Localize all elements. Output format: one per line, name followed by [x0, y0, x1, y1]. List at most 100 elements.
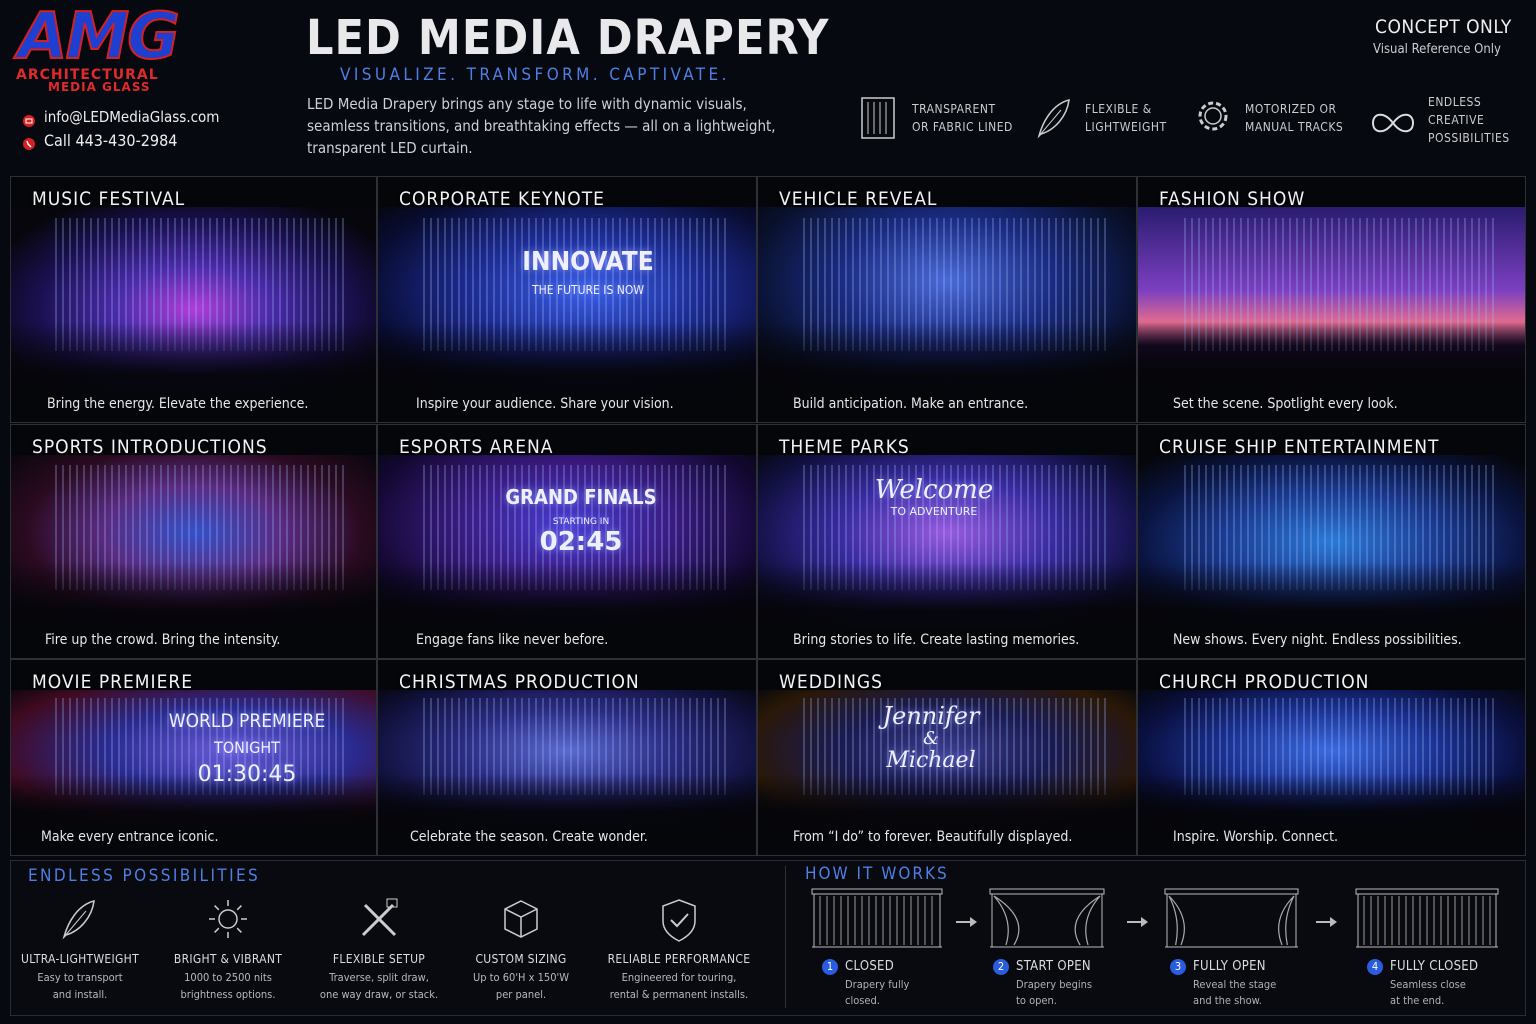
screen-text: INNOVATE	[522, 247, 654, 277]
scenario-tile: VEHICLE REVEAL Build anticipation. Make a…	[757, 176, 1137, 423]
possibility-text: Easy to transport	[37, 971, 123, 984]
possibility-text: and install.	[52, 988, 108, 1001]
screen-text: Jennifer	[882, 702, 980, 730]
feature-icon	[1193, 96, 1233, 140]
scene-image	[378, 207, 756, 392]
scene-image	[11, 207, 376, 392]
possibility-title: BRIGHT & VIBRANT	[173, 952, 283, 966]
step-text: closed.	[845, 994, 880, 1007]
possibility-text: Traverse, split draw,	[329, 971, 429, 984]
tile-title: CHURCH PRODUCTION	[1159, 671, 1370, 693]
tile-title: ESPORTS ARENA	[399, 436, 554, 458]
scenario-tile: SPORTS INTRODUCTIONS Fire up the crowd. B…	[10, 424, 377, 659]
possibility-text: per panel.	[495, 988, 547, 1001]
audience	[378, 562, 756, 628]
tile-title: MUSIC FESTIVAL	[32, 188, 186, 210]
scene-image	[1138, 455, 1525, 628]
possibility-text: Up to 60'H x 150'W	[472, 971, 570, 984]
screen-text: Michael	[886, 748, 976, 773]
feature-label: POSSIBILITIES	[1428, 131, 1510, 145]
feature-label: TRANSPARENT	[912, 102, 996, 116]
possibility-icon	[499, 897, 543, 945]
title: LED MEDIA DRAPERY	[306, 10, 830, 66]
curtain-diagram	[1164, 888, 1299, 953]
step-text: and the show.	[1193, 994, 1262, 1007]
step-text: to open.	[1016, 994, 1057, 1007]
description-line: seamless transitions, and breathtaking e…	[307, 117, 776, 135]
possibility-text: Engineered for touring,	[621, 971, 737, 984]
tagline: VISUALIZE. TRANSFORM. CAPTIVATE.	[340, 65, 730, 85]
possibility-title: FLEXIBLE SETUP	[332, 952, 426, 966]
screen-text: STARTING IN	[552, 517, 610, 527]
feature-icon	[860, 96, 896, 144]
logo: AMG	[17, 0, 181, 75]
possibility-text: one way draw, or stack.	[319, 988, 439, 1001]
curtain-diagram	[989, 888, 1105, 953]
tile-title: CHRISTMAS PRODUCTION	[399, 671, 640, 693]
feature-label: ENDLESS	[1428, 95, 1482, 109]
tile-caption: Inspire. Worship. Connect.	[1173, 829, 1339, 845]
curtain-diagram	[1355, 888, 1499, 953]
screen-text: 02:45	[539, 527, 623, 557]
possibility-icon	[206, 897, 250, 945]
description-line: LED Media Drapery brings any stage to li…	[307, 95, 747, 113]
scenario-tile: CRUISE SHIP ENTERTAINMENT New shows. Ever…	[1137, 424, 1526, 659]
step-arrow	[1316, 913, 1338, 932]
step-title: START OPEN	[1016, 959, 1091, 974]
tile-title: THEME PARKS	[779, 436, 910, 458]
scene-image	[378, 455, 756, 628]
tile-title: CRUISE SHIP ENTERTAINMENT	[1159, 436, 1440, 458]
audience	[11, 321, 376, 392]
possibility-icon	[58, 897, 98, 945]
step-title: CLOSED	[845, 959, 895, 974]
screen-text: 01:30:45	[197, 762, 297, 787]
tile-caption: Bring stories to life. Create lasting me…	[793, 632, 1080, 648]
email-icon	[23, 112, 35, 127]
tile-caption: New shows. Every night. Endless possibil…	[1173, 632, 1462, 648]
scene-image	[758, 455, 1136, 628]
scenario-tile: THEME PARKS Bring stories to life. Create…	[757, 424, 1137, 659]
step-text: at the end.	[1390, 994, 1445, 1007]
scenario-tile: MOVIE PREMIERE Make every entrance iconic…	[10, 659, 377, 856]
feature-icon	[1370, 111, 1416, 139]
screen-text: Welcome	[874, 475, 994, 505]
tile-caption: Celebrate the season. Create wonder.	[410, 829, 648, 845]
audience	[11, 562, 376, 628]
feature-icon	[1033, 96, 1073, 144]
tile-title: SPORTS INTRODUCTIONS	[32, 436, 268, 458]
tile-title: FASHION SHOW	[1159, 188, 1306, 210]
screen-text: TO ADVENTURE	[890, 505, 978, 518]
feature-label: MOTORIZED OR	[1245, 102, 1337, 116]
concept-note: Visual Reference Only	[1373, 42, 1501, 57]
step-text: Drapery begins	[1016, 978, 1093, 991]
logo-line: ARCHITECTURAL	[16, 67, 159, 83]
phone: Call 443-430-2984	[44, 131, 178, 150]
tile-title: MOVIE PREMIERE	[32, 671, 194, 693]
audience	[758, 321, 1136, 392]
step-title: FULLY CLOSED	[1390, 959, 1479, 974]
scenario-tile: WEDDINGS From “I do” to forever. Beautifu…	[757, 659, 1137, 856]
scene-image	[1138, 690, 1525, 825]
scene-image	[758, 690, 1136, 825]
tile-caption: Engage fans like never before.	[416, 632, 609, 648]
tile-title: CORPORATE KEYNOTE	[399, 188, 605, 210]
possibility-title: CUSTOM SIZING	[475, 952, 567, 966]
audience	[1138, 321, 1525, 392]
scene-image	[758, 207, 1136, 392]
audience	[378, 773, 756, 825]
step-text: Seamless close	[1390, 978, 1466, 991]
scene-image	[11, 455, 376, 628]
scene-image	[1138, 207, 1525, 392]
tile-title: VEHICLE REVEAL	[779, 188, 938, 210]
logo-line: MEDIA GLASS	[48, 80, 151, 94]
feature-label: FLEXIBLE &	[1085, 102, 1152, 116]
scene-image	[11, 690, 376, 825]
possibility-text: rental & permanent installs.	[609, 988, 749, 1001]
tile-caption: Build anticipation. Make an entrance.	[793, 396, 1029, 412]
step-number: 4	[1367, 959, 1383, 975]
scenario-tile: FASHION SHOW Set the scene. Spotlight eve…	[1137, 176, 1526, 423]
audience	[758, 773, 1136, 825]
possibility-title: ULTRA-LIGHTWEIGHT	[20, 952, 140, 966]
step-text: Drapery fully	[845, 978, 910, 991]
